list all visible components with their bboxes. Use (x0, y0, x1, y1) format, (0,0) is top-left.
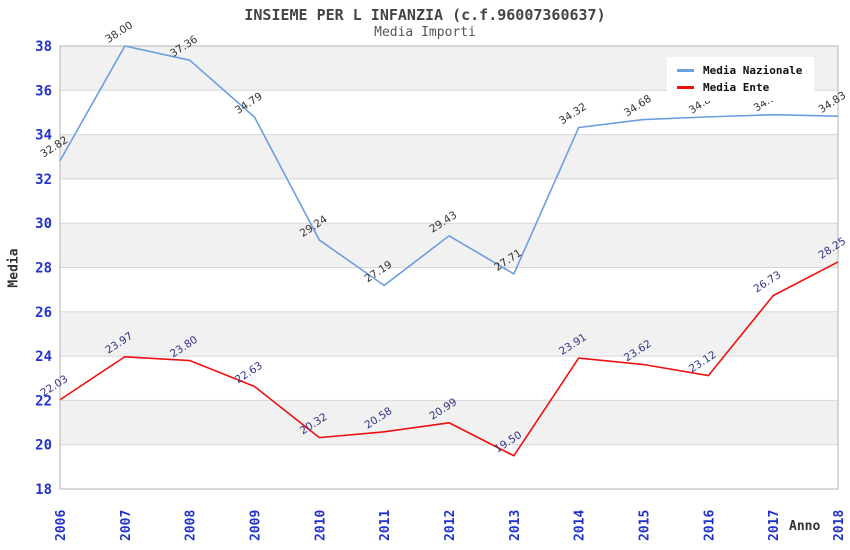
svg-text:2017: 2017 (767, 510, 782, 541)
series-line (59, 45, 839, 287)
svg-text:2006: 2006 (54, 510, 69, 541)
y-axis-tick-labels: 18 20 22 24 26 28 30 32 34 36 38 (35, 39, 52, 498)
svg-text:2008: 2008 (184, 510, 199, 541)
svg-text:36: 36 (35, 83, 52, 99)
series-media-nazionale (59, 45, 839, 287)
svg-text:2018: 2018 (832, 510, 847, 541)
svg-text:2012: 2012 (443, 510, 458, 541)
gridlines (60, 89, 838, 446)
legend-label-media-ente: Media Ente (703, 81, 770, 94)
x-axis-caption: Anno (789, 519, 821, 534)
chart-title: INSIEME PER L INFANZIA (c.f.96007360637) (244, 6, 606, 24)
svg-text:26: 26 (35, 305, 52, 321)
legend-item-media-ente[interactable]: Media Ente (667, 79, 814, 96)
svg-text:2010: 2010 (313, 510, 328, 541)
x-axis-tick-labels: 2006 2007 2008 2009 2010 2011 2012 2013 2014 2015… (54, 510, 847, 541)
svg-text:38: 38 (35, 39, 52, 55)
svg-text:38.00: 38.00 (103, 19, 135, 45)
svg-text:2014: 2014 (573, 510, 588, 541)
svg-text:18: 18 (35, 482, 52, 498)
svg-text:2015: 2015 (638, 510, 653, 541)
legend-item-media-nazionale[interactable]: Media Nazionale (667, 62, 814, 79)
legend-label-media-nazionale: Media Nazionale (703, 64, 803, 77)
legend: Media Nazionale Media Ente (667, 57, 814, 101)
series-media-ente (59, 261, 839, 457)
svg-text:28: 28 (35, 261, 52, 277)
chart-subtitle: Media Importi (374, 25, 476, 40)
svg-text:32: 32 (35, 172, 52, 188)
svg-text:24: 24 (35, 349, 52, 365)
plot-frame (59, 45, 839, 490)
svg-text:2007: 2007 (119, 510, 134, 541)
legend-swatch-media-ente (677, 86, 694, 89)
legend-swatch-media-nazionale (677, 69, 694, 72)
series-line (59, 261, 839, 457)
svg-text:2013: 2013 (508, 510, 523, 541)
svg-text:2009: 2009 (249, 510, 264, 541)
svg-text:20: 20 (35, 438, 52, 454)
svg-text:22: 22 (35, 393, 52, 409)
svg-text:2016: 2016 (702, 510, 717, 541)
svg-text:2011: 2011 (378, 510, 393, 541)
svg-text:30: 30 (35, 216, 52, 232)
svg-text:34: 34 (35, 128, 52, 144)
